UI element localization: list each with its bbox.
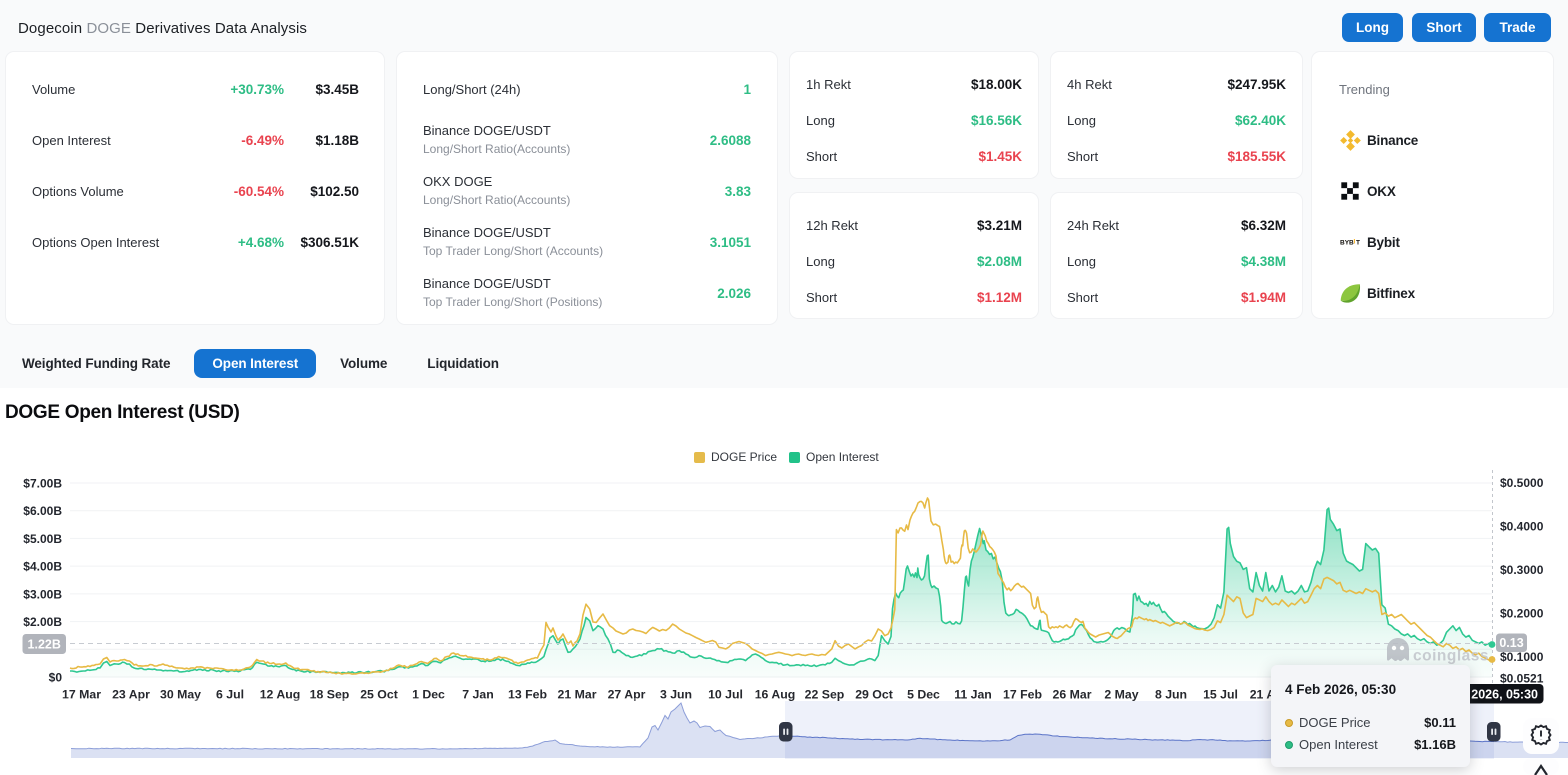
svg-text:6 Jul: 6 Jul (216, 688, 244, 702)
svg-text:21 Mar: 21 Mar (558, 688, 597, 702)
svg-text:30 May: 30 May (160, 688, 201, 702)
svg-text:22 Sep: 22 Sep (805, 688, 845, 702)
svg-text:$0.0521: $0.0521 (1500, 672, 1544, 686)
svg-text:$0.2000: $0.2000 (1500, 607, 1544, 621)
svg-text:$5.00B: $5.00B (23, 532, 62, 546)
svg-text:25 Oct: 25 Oct (360, 688, 398, 702)
svg-text:2 May: 2 May (1104, 688, 1138, 702)
svg-text:23 Apr: 23 Apr (112, 688, 150, 702)
svg-text:$7.00B: $7.00B (23, 477, 62, 491)
svg-text:0.13: 0.13 (1499, 636, 1523, 650)
svg-text:27 Apr: 27 Apr (608, 688, 646, 702)
svg-text:$0.5000: $0.5000 (1500, 476, 1544, 490)
svg-text:12 Aug: 12 Aug (260, 688, 301, 702)
svg-text:10 Jul: 10 Jul (708, 688, 743, 702)
svg-text:29 Oct: 29 Oct (855, 688, 893, 702)
svg-text:26 Mar: 26 Mar (1053, 688, 1092, 702)
svg-text:18 Sep: 18 Sep (310, 688, 350, 702)
svg-text:15 Jul: 15 Jul (1203, 688, 1238, 702)
svg-text:5 Dec: 5 Dec (907, 688, 940, 702)
svg-text:16 Aug: 16 Aug (755, 688, 796, 702)
svg-text:$0.4000: $0.4000 (1500, 520, 1544, 534)
svg-text:8 Jun: 8 Jun (1155, 688, 1187, 702)
svg-text:$0: $0 (49, 671, 63, 685)
svg-text:7 Jan: 7 Jan (462, 688, 493, 702)
svg-text:$0.3000: $0.3000 (1500, 563, 1544, 577)
svg-text:13 Feb: 13 Feb (508, 688, 547, 702)
svg-text:BYB: BYB (1340, 240, 1354, 247)
svg-text:3 Jun: 3 Jun (660, 688, 692, 702)
svg-text:T: T (1356, 240, 1360, 247)
svg-text:1.22B: 1.22B (28, 638, 61, 652)
svg-text:coinglass: coinglass (1413, 648, 1489, 665)
svg-text:11 Jan: 11 Jan (954, 688, 992, 702)
svg-text:17 Mar: 17 Mar (62, 688, 101, 702)
svg-text:1 Dec: 1 Dec (412, 688, 445, 702)
svg-text:$2.00B: $2.00B (23, 615, 62, 629)
svg-text:$6.00B: $6.00B (23, 504, 62, 518)
svg-text:$4.00B: $4.00B (23, 560, 62, 574)
svg-text:$3.00B: $3.00B (23, 587, 62, 601)
svg-text:$0.1000: $0.1000 (1500, 650, 1544, 664)
svg-text:17 Feb: 17 Feb (1003, 688, 1042, 702)
svg-text:I: I (1353, 240, 1355, 246)
